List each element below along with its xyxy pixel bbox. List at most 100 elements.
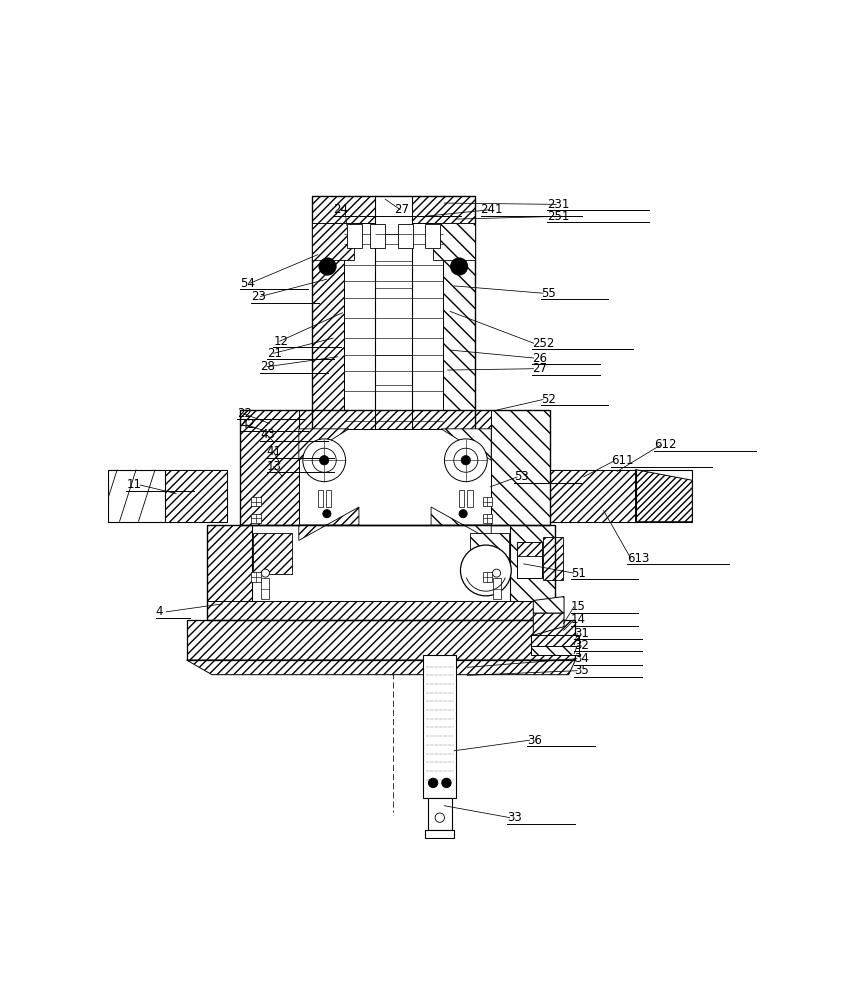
Bar bbox=[542, 537, 563, 580]
Text: 12: 12 bbox=[273, 335, 288, 348]
Bar bbox=[325, 490, 331, 507]
Text: 27: 27 bbox=[393, 203, 408, 216]
Circle shape bbox=[319, 456, 329, 465]
Polygon shape bbox=[430, 507, 491, 540]
Bar bbox=[346, 224, 362, 248]
Text: 52: 52 bbox=[540, 393, 554, 406]
Text: 241: 241 bbox=[480, 203, 503, 216]
Text: 33: 33 bbox=[506, 811, 522, 824]
Bar bbox=[469, 533, 508, 574]
Bar bbox=[482, 497, 492, 506]
Bar bbox=[432, 223, 474, 260]
Bar bbox=[251, 572, 260, 582]
Bar bbox=[427, 798, 451, 830]
Text: 21: 21 bbox=[266, 347, 282, 360]
Bar bbox=[548, 470, 691, 522]
Circle shape bbox=[460, 545, 511, 596]
Text: 27: 27 bbox=[531, 362, 547, 375]
Bar bbox=[311, 223, 353, 260]
Circle shape bbox=[444, 439, 486, 482]
Bar bbox=[482, 514, 492, 523]
Bar bbox=[207, 525, 251, 620]
Circle shape bbox=[492, 569, 500, 577]
Bar bbox=[370, 224, 385, 248]
Circle shape bbox=[442, 778, 450, 788]
Text: 24: 24 bbox=[333, 203, 348, 216]
Polygon shape bbox=[533, 597, 563, 613]
Text: 34: 34 bbox=[573, 652, 588, 665]
Text: 23: 23 bbox=[251, 290, 266, 303]
Text: 613: 613 bbox=[627, 552, 649, 565]
Text: 43: 43 bbox=[260, 428, 275, 441]
Bar bbox=[299, 429, 491, 525]
Bar bbox=[344, 223, 443, 435]
Circle shape bbox=[459, 510, 467, 518]
Bar bbox=[491, 410, 549, 525]
Text: 611: 611 bbox=[610, 454, 633, 467]
Text: 251: 251 bbox=[547, 210, 569, 223]
Polygon shape bbox=[299, 429, 349, 460]
Bar bbox=[311, 196, 344, 435]
Text: 252: 252 bbox=[531, 337, 554, 350]
Text: 612: 612 bbox=[653, 438, 676, 451]
Text: 13: 13 bbox=[266, 460, 282, 473]
Polygon shape bbox=[635, 470, 691, 522]
Bar bbox=[398, 224, 412, 248]
Text: 31: 31 bbox=[573, 627, 588, 640]
Text: 22: 22 bbox=[237, 407, 251, 420]
Bar bbox=[516, 542, 542, 556]
Circle shape bbox=[312, 448, 336, 472]
Bar bbox=[239, 410, 549, 429]
Circle shape bbox=[261, 569, 269, 577]
Bar bbox=[186, 620, 575, 660]
Bar bbox=[251, 497, 260, 506]
Bar bbox=[207, 601, 554, 620]
Bar bbox=[311, 196, 474, 223]
Bar bbox=[186, 620, 575, 660]
Text: 36: 36 bbox=[527, 734, 542, 747]
Polygon shape bbox=[186, 660, 575, 675]
Bar bbox=[251, 514, 260, 523]
Circle shape bbox=[302, 439, 345, 482]
Text: 14: 14 bbox=[570, 613, 585, 626]
Text: 26: 26 bbox=[531, 352, 547, 365]
Text: 41: 41 bbox=[266, 445, 282, 458]
Polygon shape bbox=[533, 613, 563, 635]
Bar bbox=[530, 646, 578, 655]
Text: 11: 11 bbox=[127, 478, 141, 491]
Text: 54: 54 bbox=[239, 277, 255, 290]
Circle shape bbox=[450, 258, 468, 275]
Text: 231: 231 bbox=[547, 198, 569, 211]
Bar bbox=[207, 525, 554, 620]
Polygon shape bbox=[299, 507, 358, 540]
Text: 4: 4 bbox=[156, 605, 164, 618]
Bar bbox=[239, 410, 549, 525]
Bar bbox=[424, 830, 454, 838]
Circle shape bbox=[461, 456, 470, 465]
Text: 32: 32 bbox=[573, 639, 588, 652]
Bar bbox=[261, 578, 269, 599]
Circle shape bbox=[319, 258, 336, 275]
Bar bbox=[108, 470, 226, 522]
Text: 28: 28 bbox=[260, 360, 275, 373]
Bar bbox=[443, 196, 474, 435]
Bar bbox=[492, 578, 500, 599]
Bar bbox=[548, 470, 635, 522]
Text: 55: 55 bbox=[540, 287, 554, 300]
Bar bbox=[317, 490, 323, 507]
Bar bbox=[467, 490, 472, 507]
Circle shape bbox=[435, 813, 444, 822]
Bar bbox=[423, 655, 456, 798]
Text: 35: 35 bbox=[573, 664, 588, 677]
Polygon shape bbox=[441, 429, 491, 460]
Text: 53: 53 bbox=[513, 470, 528, 483]
Bar bbox=[424, 224, 439, 248]
Circle shape bbox=[323, 510, 331, 518]
Bar bbox=[375, 196, 412, 525]
Bar bbox=[164, 470, 226, 522]
Bar bbox=[516, 542, 542, 578]
Circle shape bbox=[428, 778, 437, 788]
Bar bbox=[459, 490, 464, 507]
Text: 42: 42 bbox=[239, 418, 255, 431]
Bar bbox=[530, 635, 578, 646]
